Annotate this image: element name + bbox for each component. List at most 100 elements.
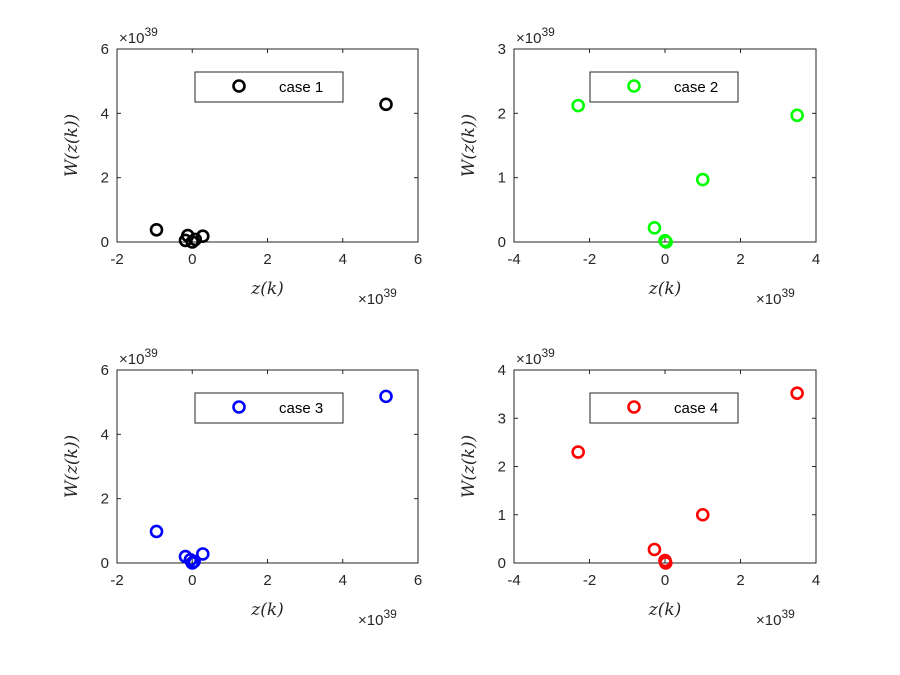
x-tick-label: 0 [188,572,196,589]
y-exponent-power: 39 [541,346,555,360]
y-axis-label: W(z(k)) [459,114,479,177]
data-point [659,235,673,249]
legend-marker [627,79,641,93]
x-tick-label: -2 [583,572,596,589]
legend-box [194,71,344,103]
data-point [571,445,585,459]
x-exponent-power: 39 [781,607,795,621]
y-exponent-power: 39 [541,25,555,39]
x-tick-label: 2 [736,251,744,268]
y-tick-label: 2 [101,491,109,508]
x-exponent-power: 39 [383,286,397,300]
x-tick-label: 6 [414,251,422,268]
y-axis-label: W(z(k)) [459,435,479,498]
data-point [658,556,673,570]
y-tick-label: 2 [498,459,506,476]
x-axis-label: z(k) [648,279,682,299]
x-tick-label: 0 [661,572,669,589]
y-axis-label: W(z(k)) [62,435,82,498]
data-point [695,507,710,522]
data-point [188,232,203,247]
x-exponent-base: ×10 [358,612,383,629]
x-tick-label: 2 [263,572,271,589]
data-point [695,172,710,187]
data-point [647,221,662,235]
legend-label: case 2 [674,79,718,96]
x-tick-label: -2 [110,251,123,268]
data-point [790,386,804,400]
y-exponent: ×1039 [119,25,158,47]
legend-label: case 1 [279,79,323,96]
x-tick-label: 4 [339,572,347,589]
x-axis-label: z(k) [250,600,284,620]
y-axis-label: W(z(k)) [62,114,82,177]
legend-box [194,392,344,424]
x-tick-label: -4 [507,572,520,589]
x-exponent-power: 39 [781,286,795,300]
x-axis-label: z(k) [648,600,682,620]
y-tick-label: 0 [101,234,109,251]
x-tick-label: 0 [188,251,196,268]
x-tick-label: 4 [339,251,347,268]
data-point [195,229,210,244]
y-tick-label: 1 [498,507,506,524]
y-tick-label: 0 [498,555,506,572]
y-exponent-base: ×10 [516,351,541,368]
y-tick-label: 4 [498,362,506,379]
legend-box [589,71,739,103]
y-tick-label: 4 [101,426,109,443]
x-exponent: ×1039 [358,286,397,308]
x-tick-label: -4 [507,251,520,268]
y-exponent: ×1039 [119,346,158,368]
legend: case 2 [589,71,739,103]
x-tick-label: -2 [110,572,123,589]
y-tick-label: 3 [498,41,506,58]
y-tick-label: 4 [101,105,109,122]
x-tick-label: 0 [661,251,669,268]
x-exponent: ×1039 [756,286,795,308]
y-tick-label: 3 [498,410,506,427]
data-point [379,97,393,112]
data-point [571,98,585,113]
legend-label: case 3 [279,400,323,417]
y-exponent: ×1039 [516,25,555,47]
legend-label: case 4 [674,400,718,417]
data-point [790,108,804,123]
data-point [647,542,662,557]
data-point [149,524,164,539]
y-exponent-base: ×10 [516,30,541,47]
data-point [185,235,200,249]
x-exponent: ×1039 [756,607,795,629]
x-axis-label: z(k) [250,279,284,299]
data-point [195,547,210,561]
y-exponent: ×1039 [516,346,555,368]
y-tick-label: 6 [101,41,109,58]
x-tick-label: 4 [812,251,820,268]
x-tick-label: 2 [736,572,744,589]
x-tick-label: 6 [414,572,422,589]
x-exponent-base: ×10 [756,291,781,308]
legend: case 4 [589,392,739,424]
legend-marker [627,400,641,414]
legend: case 3 [194,392,344,424]
legend-box [589,392,739,424]
y-tick-label: 6 [101,362,109,379]
x-exponent-base: ×10 [358,291,383,308]
data-point [379,389,393,404]
y-tick-label: 2 [498,105,506,122]
y-exponent-base: ×10 [119,30,144,47]
x-exponent: ×1039 [358,607,397,629]
x-exponent-base: ×10 [756,612,781,629]
x-tick-label: -2 [583,251,596,268]
y-tick-label: 0 [498,234,506,251]
y-exponent-power: 39 [144,346,158,360]
y-exponent-base: ×10 [119,351,144,368]
data-point [149,222,164,237]
legend-marker [232,79,246,93]
